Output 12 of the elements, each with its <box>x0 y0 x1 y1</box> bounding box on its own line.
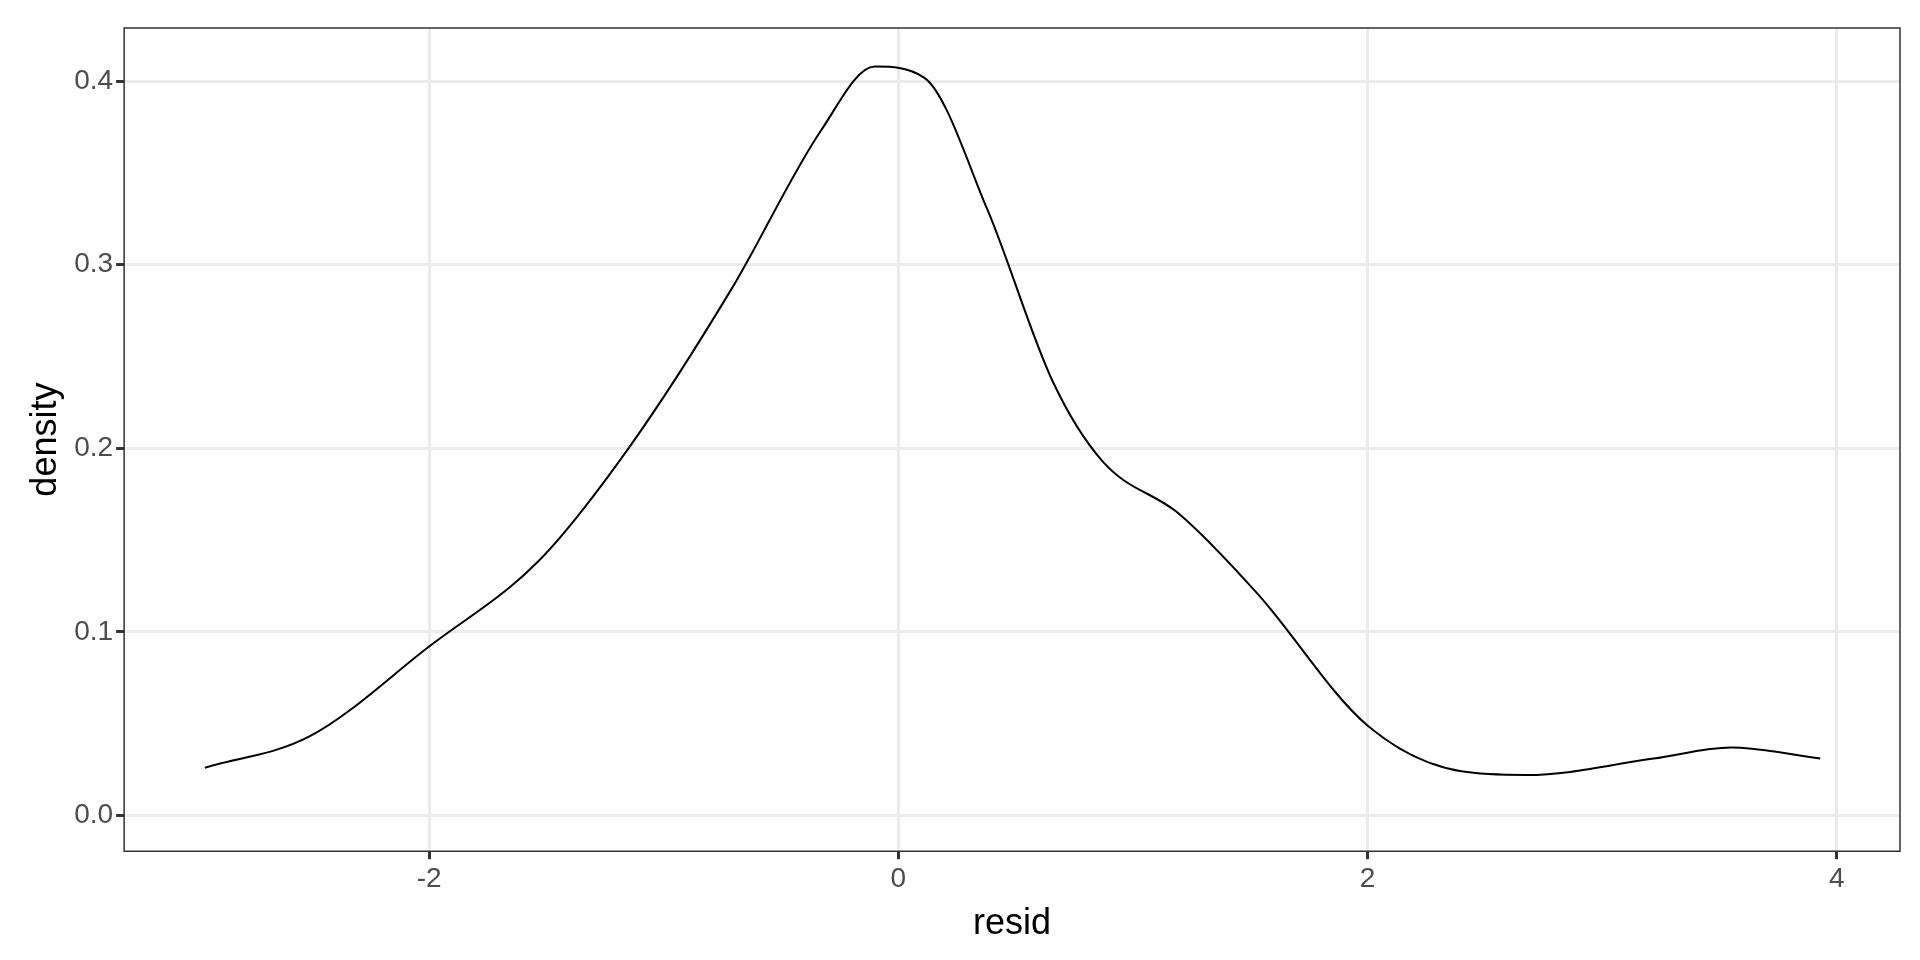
y-tick-label: 0.3 <box>74 247 114 279</box>
y-tick-label: 0.4 <box>74 63 114 95</box>
x-tick-label: 0 <box>890 861 907 893</box>
y-axis-title: density <box>22 382 64 497</box>
line-series <box>203 65 1822 777</box>
y-tick-label: 0.0 <box>74 798 114 830</box>
x-tick-label: 2 <box>1359 861 1376 893</box>
x-axis-title: resid <box>973 901 1052 943</box>
x-tick-label: 4 <box>1828 861 1845 893</box>
x-tick-label: -2 <box>416 861 442 893</box>
y-tick-label: 0.1 <box>74 614 114 646</box>
y-tick-label: 0.2 <box>74 431 114 463</box>
